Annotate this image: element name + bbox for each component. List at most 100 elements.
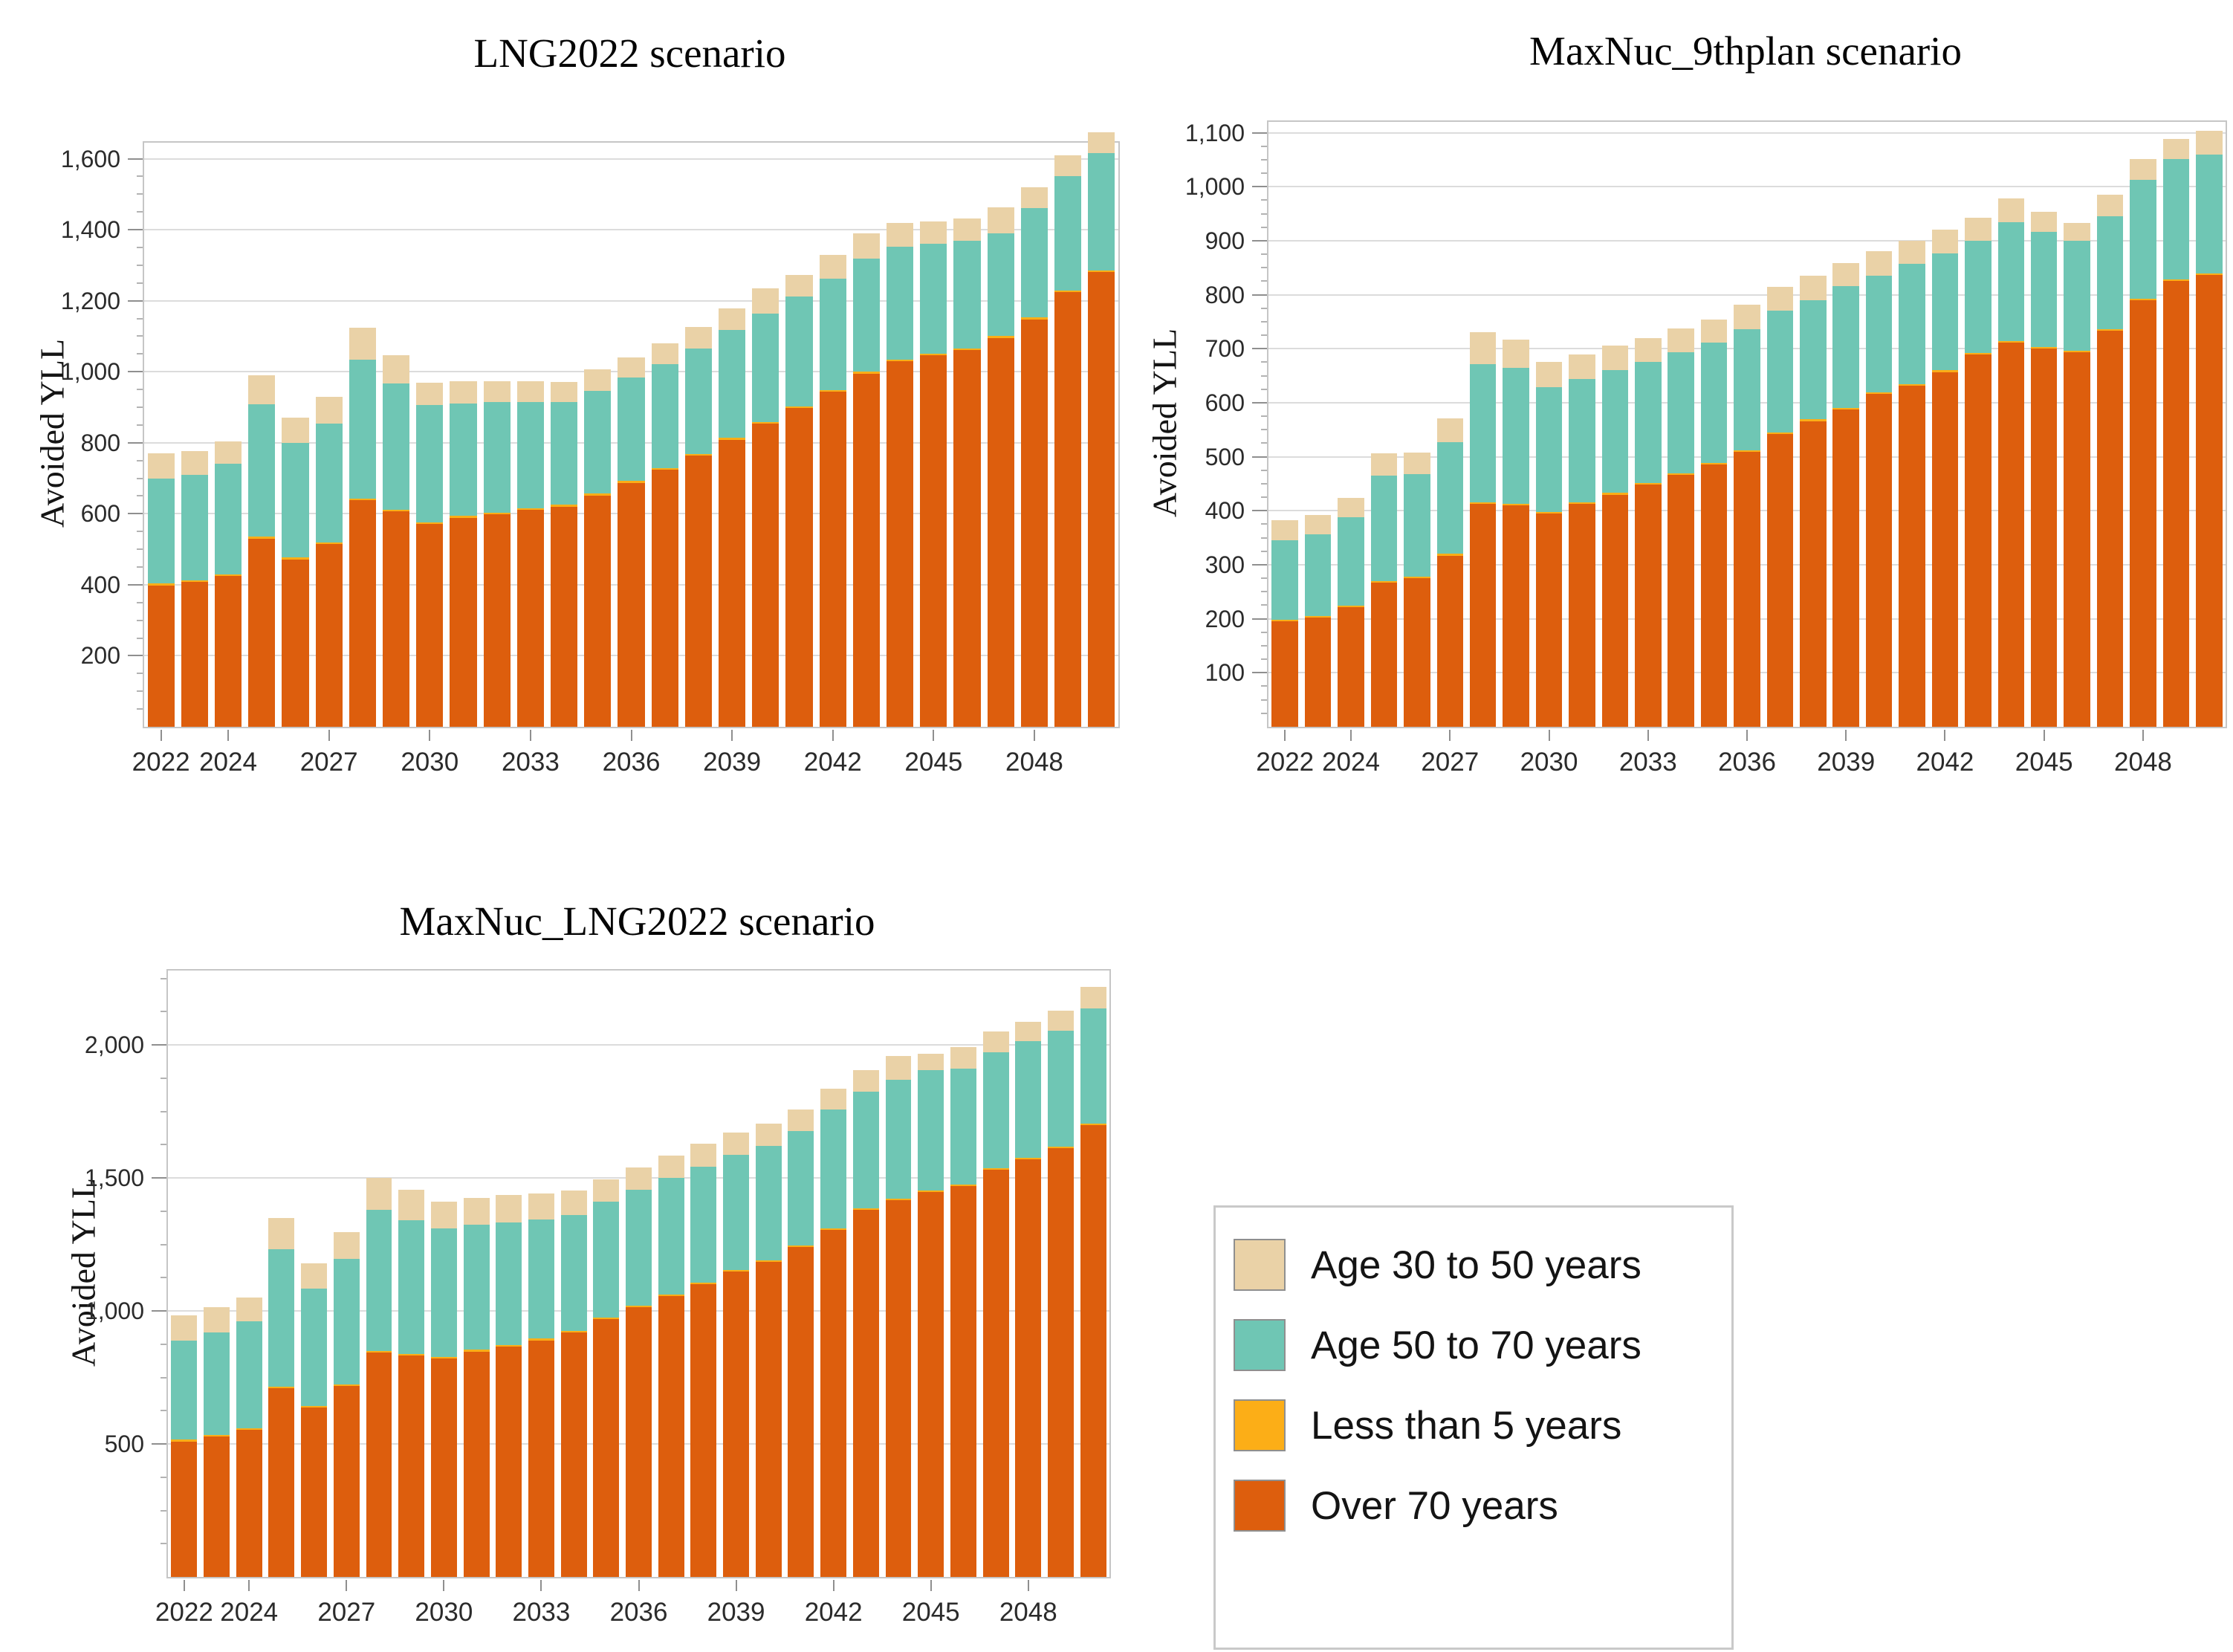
y-tick-label: 800 (80, 429, 120, 456)
y-tick (1252, 563, 1267, 566)
bar-2023 (181, 450, 208, 727)
bar-2039 (723, 1133, 750, 1577)
bar-segment-age-30-to-50-years (1601, 345, 1629, 370)
bar-2039 (1832, 263, 1859, 727)
bar-2033 (1634, 338, 1662, 727)
y-minor-tick (1261, 375, 1267, 377)
y-tick-label: 200 (1205, 605, 1245, 632)
bar-segment-age-50-to-70-years (953, 240, 981, 349)
legend-swatch-icon (1234, 1239, 1286, 1291)
bar-segment-age-30-to-50-years (1436, 418, 1464, 443)
y-minor-tick (137, 566, 143, 568)
x-tick-label: 2036 (1718, 748, 1776, 777)
bar-segment-less-than-5-years (788, 1245, 814, 1247)
x-tick (1647, 730, 1649, 741)
x-tick-label: 2045 (904, 748, 963, 777)
x-tick (346, 1580, 348, 1591)
x-tick-label: 2039 (703, 748, 762, 777)
bar-segment-age-50-to-70-years (496, 1222, 522, 1346)
bar-segment-over-70-years (516, 510, 544, 727)
bar-2042 (1931, 230, 1959, 727)
bar-segment-age-50-to-70-years (382, 383, 410, 511)
y-tick (128, 441, 143, 444)
y-minor-tick (137, 619, 143, 621)
x-tick (429, 730, 431, 741)
y-tick-label: 1,000 (60, 358, 120, 386)
bar-segment-age-30-to-50-years (788, 1109, 814, 1132)
bar-2046 (2064, 222, 2090, 727)
y-tick (152, 1044, 166, 1046)
bar-segment-age-50-to-70-years (1080, 1008, 1106, 1124)
x-tick (1284, 730, 1286, 741)
bar-segment-age-50-to-70-years (483, 402, 511, 513)
y-tick-label: 900 (1205, 227, 1245, 254)
y-axis-label: Avoided YLL (64, 1177, 103, 1367)
bar-segment-over-70-years (248, 538, 276, 727)
x-tick (443, 1580, 445, 1591)
bar-segment-over-70-years (560, 1332, 587, 1577)
y-minor-tick (1261, 429, 1267, 431)
x-tick (328, 730, 330, 741)
bar-segment-over-70-years (366, 1352, 392, 1577)
bar-segment-less-than-5-years (1899, 383, 1925, 386)
y-minor-tick (137, 193, 143, 195)
bar-segment-less-than-5-years (1436, 554, 1464, 556)
bar-segment-less-than-5-years (1535, 511, 1563, 514)
bar-segment-age-50-to-70-years (147, 478, 175, 584)
y-minor-tick (1261, 280, 1267, 282)
bar-segment-age-30-to-50-years (349, 328, 376, 360)
bar-segment-age-30-to-50-years (1965, 217, 1991, 241)
y-tick-label: 1,000 (1184, 173, 1245, 201)
bar-segment-over-70-years (752, 423, 780, 727)
bar-segment-age-50-to-70-years (214, 464, 242, 575)
bar-segment-less-than-5-years (1700, 462, 1728, 464)
bar-segment-less-than-5-years (987, 336, 1014, 338)
bar-segment-age-30-to-50-years (551, 382, 578, 403)
x-tick-label: 2022 (1256, 748, 1315, 777)
bar-segment-over-70-years (181, 582, 208, 727)
bar-segment-over-70-years (349, 500, 376, 727)
bar-segment-age-50-to-70-years (1047, 1030, 1074, 1147)
x-tick (248, 1580, 250, 1591)
y-minor-tick (137, 353, 143, 355)
bar-segment-age-30-to-50-years (1766, 286, 1794, 311)
bar-segment-age-50-to-70-years (618, 378, 645, 482)
bar-segment-age-50-to-70-years (2162, 159, 2190, 280)
y-tick (128, 299, 143, 302)
bar-2026 (282, 417, 309, 727)
bar-2050 (2196, 131, 2223, 727)
bar-segment-age-30-to-50-years (1080, 986, 1106, 1008)
bar-segment-less-than-5-years (516, 508, 544, 511)
bar-2044 (1997, 198, 2025, 727)
x-tick-label: 2042 (1916, 748, 1974, 777)
bar-segment-less-than-5-years (560, 1330, 587, 1332)
y-minor-tick (137, 211, 143, 213)
x-tick (1845, 730, 1847, 741)
bar-segment-age-50-to-70-years (1601, 369, 1629, 493)
bar-segment-over-70-years (626, 1306, 652, 1577)
bar-segment-age-30-to-50-years (950, 1046, 976, 1069)
bar-segment-less-than-5-years (2030, 347, 2058, 349)
bar-2031 (463, 1198, 490, 1577)
y-minor-tick (1261, 199, 1267, 201)
legend-label: Age 30 to 50 years (1311, 1243, 1641, 1287)
y-minor-tick (137, 282, 143, 284)
bar-2028 (1469, 331, 1497, 727)
bar-segment-less-than-5-years (719, 438, 746, 440)
bar-segment-less-than-5-years (496, 1345, 522, 1347)
bar-segment-age-30-to-50-years (2096, 195, 2124, 217)
bar-segment-age-30-to-50-years (1020, 187, 1049, 208)
bar-segment-age-30-to-50-years (755, 1124, 782, 1147)
bar-2035 (1700, 320, 1728, 727)
bar-segment-less-than-5-years (1931, 370, 1959, 372)
bar-segment-less-than-5-years (1601, 493, 1629, 495)
bar-segment-age-30-to-50-years (918, 1054, 944, 1070)
bar-segment-age-50-to-70-years (658, 1178, 684, 1295)
x-tick (930, 1580, 932, 1591)
bar-segment-age-50-to-70-years (1766, 311, 1794, 433)
bar-segment-age-30-to-50-years (785, 275, 813, 297)
bar-2035 (584, 369, 612, 727)
bar-2049 (1047, 1010, 1074, 1577)
y-minor-tick (1261, 334, 1267, 337)
bar-segment-less-than-5-years (2096, 329, 2124, 331)
